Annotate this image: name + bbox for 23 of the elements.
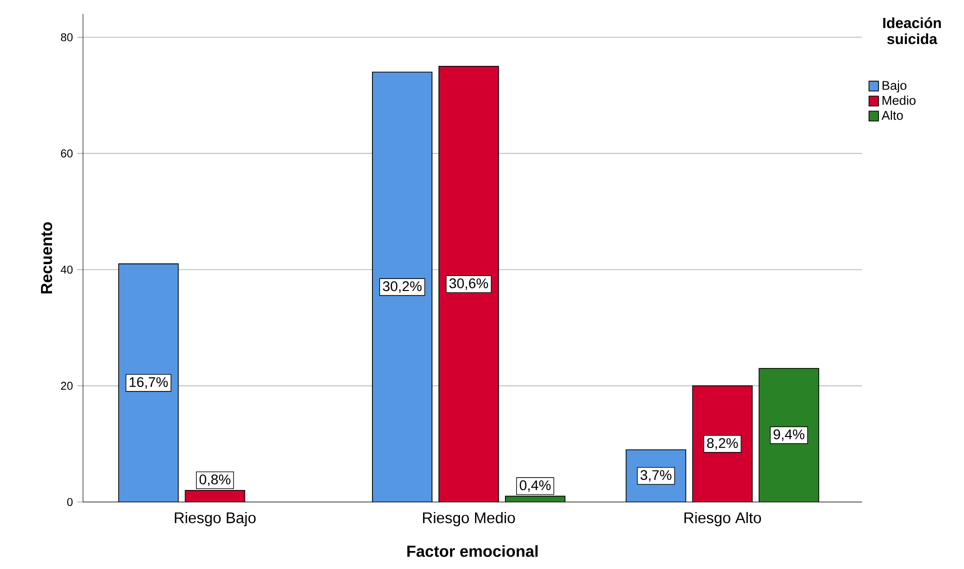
annotation: 8,2% <box>707 438 738 450</box>
y-tick-label: 0 <box>67 498 73 506</box>
annotation: 30,6% <box>449 278 488 290</box>
x-tick-label: Riesgo Alto <box>684 512 761 526</box>
legend-label: Bajo <box>882 80 906 92</box>
annotation: 16,7% <box>130 377 168 389</box>
y-tick-label: 20 <box>61 382 73 390</box>
x-axis-title: Factor emocional <box>407 545 538 557</box>
annotation: 3,7% <box>640 470 672 482</box>
legend-label: Alto <box>882 110 903 120</box>
legend-title: Ideación suicida <box>883 17 941 44</box>
y-tick-label: 40 <box>60 266 73 274</box>
annotation: 30,2% <box>382 281 422 293</box>
legend-label: Medio <box>882 96 916 105</box>
x-tick-label: Riesgo Medio <box>423 512 515 526</box>
bar <box>758 368 820 502</box>
x-tick-label: Riesgo Bajo <box>174 512 256 526</box>
y-tick-label: 80 <box>60 33 73 42</box>
y-tick-label: 60 <box>61 149 73 158</box>
annotation: 0,8% <box>200 474 230 486</box>
annotation: 9,4% <box>774 429 804 441</box>
y-axis-title: Recuento <box>41 222 52 294</box>
annotation: 0,4% <box>520 480 551 492</box>
